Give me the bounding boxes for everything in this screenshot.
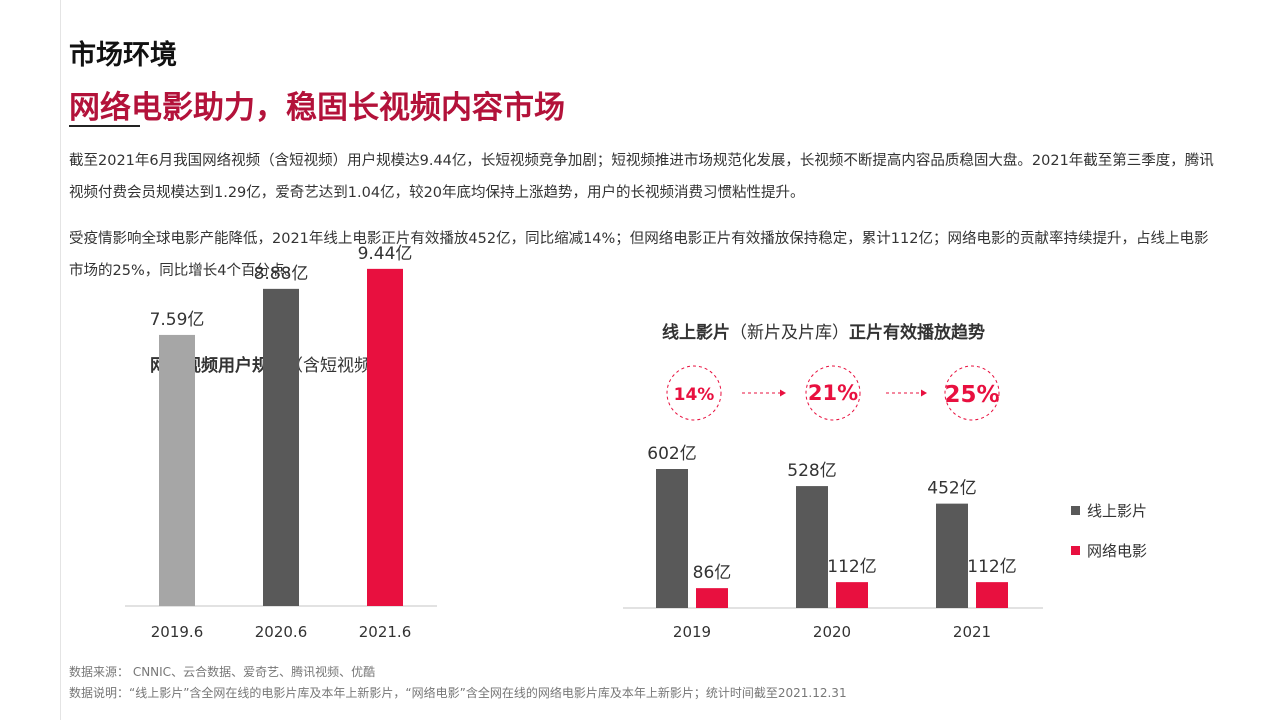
share-circle-3 xyxy=(944,365,1000,421)
chart2-tick-label-2020: 2020 xyxy=(813,623,851,641)
chart1-data-label-2019.6: 7.59亿 xyxy=(150,310,205,330)
chart2-bar-online-films-2021 xyxy=(936,503,968,608)
share-label-1: 14% xyxy=(674,385,715,405)
chart2-title-bold-a: 线上影片 xyxy=(662,323,730,343)
chart2-bar-web-movies-2019 xyxy=(696,588,728,608)
footnote-source: 数据来源： CNNIC、云合数据、爱奇艺、腾讯视频、优酷 xyxy=(69,665,376,679)
footnote-note: 数据说明：“线上影片”含全网在线的电影片库及本年上新影片，“网络电影”含全网在线… xyxy=(69,686,847,700)
chart1-title-rest: （含短视频） xyxy=(286,356,388,376)
chart2-bar-web-movies-2020 xyxy=(836,582,868,608)
share-circle-2 xyxy=(805,365,861,421)
chart1-data-label-2020.6: 8.88亿 xyxy=(254,264,309,284)
chart2-bar-web-movies-2021 xyxy=(976,582,1008,608)
left-border-line xyxy=(60,0,61,720)
chart2-data-label-online-films-2019: 602亿 xyxy=(647,444,696,464)
chart1-tick-label-2021.6: 2021.6 xyxy=(359,623,412,641)
paragraph-online-movie: 受疫情影响全球电影产能降低，2021年线上电影正片有效播放452亿，同比缩减14… xyxy=(69,231,1209,279)
chart2-data-label-online-films-2020: 528亿 xyxy=(787,461,836,481)
legend-swatch-online-films xyxy=(1071,506,1080,515)
headline: 网络电影助力，稳固长视频内容市场 xyxy=(69,90,565,126)
legend-item-web-movies: 网络电影 xyxy=(1071,540,1147,561)
share-circle-1 xyxy=(666,365,722,421)
chart1-bar-2019.6 xyxy=(159,334,195,606)
chart2-data-label-web-movies-2021: 112亿 xyxy=(967,557,1016,577)
chart1-bar-2021.6 xyxy=(367,268,403,606)
legend-swatch-web-movies xyxy=(1071,546,1080,555)
share-arrow-head-2 xyxy=(921,389,927,397)
chart2-data-label-online-films-2021: 452亿 xyxy=(927,479,976,499)
chart2-data-label-web-movies-2019: 86亿 xyxy=(693,563,732,583)
section-title: 市场环境 xyxy=(69,40,177,71)
chart2-bar-online-films-2020 xyxy=(796,486,828,608)
chart2-tick-label-2019: 2019 xyxy=(673,623,711,641)
headline-underline xyxy=(69,125,140,127)
chart2-title-rest: （新片及片库） xyxy=(730,323,849,343)
legend-label-online-films: 线上影片 xyxy=(1087,502,1148,520)
share-label-2: 21% xyxy=(808,381,858,405)
share-label-3: 25% xyxy=(944,382,999,408)
chart2-tick-label-2021: 2021 xyxy=(953,623,991,641)
chart2-data-label-web-movies-2020: 112亿 xyxy=(827,557,876,577)
chart1-tick-label-2020.6: 2020.6 xyxy=(255,623,308,641)
legend-label-web-movies: 网络电影 xyxy=(1087,542,1148,560)
share-arrow-head-1 xyxy=(780,389,786,397)
chart2-title-bold-b: 正片有效播放趋势 xyxy=(849,323,985,343)
chart2-bar-online-films-2019 xyxy=(656,469,688,608)
chart1-bar-2020.6 xyxy=(263,288,299,606)
legend-item-online-films: 线上影片 xyxy=(1071,500,1147,521)
chart2-title: 线上影片（新片及片库）正片有效播放趋势 xyxy=(662,318,985,343)
paragraph-user-scale: 截至2021年6月我国网络视频（含短视频）用户规模达9.44亿，长短视频竞争加剧… xyxy=(69,153,1214,201)
chart1-tick-label-2019.6: 2019.6 xyxy=(151,623,204,641)
chart1-data-label-2021.6: 9.44亿 xyxy=(358,244,413,264)
